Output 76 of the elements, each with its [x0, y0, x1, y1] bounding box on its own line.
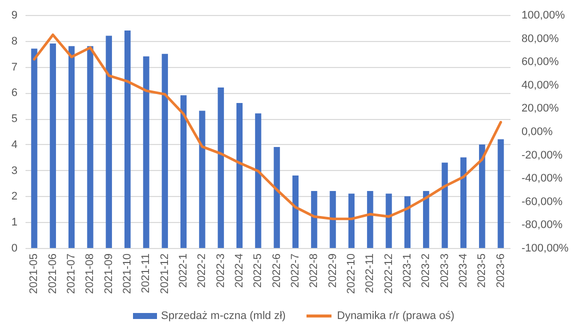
x-tick-label: 2022-9: [326, 254, 339, 288]
bar: [31, 48, 38, 248]
bar: [199, 110, 206, 248]
x-tick-label: 2021-08: [84, 254, 96, 294]
x-tick-label: 2023-5: [476, 254, 488, 288]
x-tick-label: 2021-09: [102, 254, 115, 294]
y2-tick-label: 20,00%: [522, 102, 560, 115]
y-tick-label: 8: [11, 35, 18, 48]
bar: [236, 103, 243, 248]
x-tick-label: 2022-5: [252, 254, 264, 288]
bar: [180, 95, 187, 248]
bar: [330, 191, 336, 248]
y2-tick-label: 80,00%: [522, 32, 560, 45]
x-tick-label: 2022-6: [270, 254, 283, 288]
y-tick-label: 5: [11, 113, 18, 126]
bar: [162, 54, 168, 248]
x-tick-label: 2022-2: [196, 254, 208, 288]
bar: [404, 196, 411, 248]
bar: [106, 36, 112, 248]
bar: [498, 139, 504, 248]
y-tick-label: 2: [11, 190, 18, 203]
y-tick-label: 9: [11, 10, 18, 22]
y2-tick-label: -20,00%: [522, 149, 563, 162]
bar: [218, 87, 224, 248]
x-tick-label: 2023-1: [401, 254, 414, 288]
y-tick-label: 4: [11, 138, 18, 151]
x-tick-label: 2021-07: [66, 254, 78, 294]
x-tick-label: 2023-6: [494, 254, 507, 288]
bar: [460, 157, 467, 248]
bar: [143, 56, 150, 248]
bar: [87, 46, 94, 248]
bar: [348, 194, 355, 248]
x-tick-label: 2022-10: [345, 254, 358, 294]
line-series: [32, 34, 502, 220]
y-tick-label: 6: [11, 87, 18, 100]
y2-tick-label: -100,00%: [522, 242, 569, 254]
bar: [367, 191, 374, 248]
y-tick-label: 7: [11, 61, 18, 74]
x-tick-label: 2022-1: [178, 254, 190, 288]
bar: [50, 43, 56, 248]
bar: [479, 144, 486, 248]
bar: [68, 46, 75, 248]
x-tick-label: 2023-3: [438, 254, 451, 288]
bar: [124, 30, 131, 248]
x-tick-label: 2023-4: [457, 254, 470, 288]
x-tick-label: 2022-12: [382, 254, 395, 294]
x-tick-label: 2022-7: [289, 254, 302, 288]
y2-tick-label: 40,00%: [522, 79, 560, 92]
x-tick-label: 2022-8: [308, 254, 320, 288]
x-tick-label: 2021-11: [140, 254, 152, 294]
bar: [255, 113, 262, 248]
y-tick-label: 1: [11, 216, 18, 229]
x-tick-label: 2021-06: [46, 254, 59, 294]
x-tick-label: 2022-11: [364, 254, 376, 294]
x-tick-label: 2022-4: [234, 254, 246, 288]
bar: [292, 176, 299, 248]
y-tick-label: 0: [11, 242, 18, 254]
bar: [311, 191, 318, 248]
x-tick-label: 2021-05: [28, 254, 40, 294]
legend-label: Dynamika r/r (prawa oś): [337, 310, 454, 322]
legend-label: Sprzedaż m-czna (mld zł): [161, 310, 286, 322]
x-tick-label: 2021-10: [122, 254, 134, 294]
y2-tick-label: 60,00%: [522, 56, 560, 68]
bar: [274, 147, 280, 248]
bar: [442, 162, 448, 248]
bar: [423, 191, 430, 248]
y2-tick-label: 0,00%: [522, 126, 553, 138]
x-tick-label: 2023-2: [420, 254, 432, 288]
y-tick-label: 3: [11, 164, 18, 177]
x-tick-label: 2022-3: [214, 254, 227, 288]
x-tick-label: 2021-12: [158, 254, 171, 294]
y2-tick-label: 100,00%: [522, 10, 566, 22]
y2-tick-label: -60,00%: [522, 196, 563, 208]
y2-tick-label: -80,00%: [522, 219, 563, 232]
y2-tick-label: -40,00%: [522, 172, 563, 185]
bar: [386, 194, 392, 248]
